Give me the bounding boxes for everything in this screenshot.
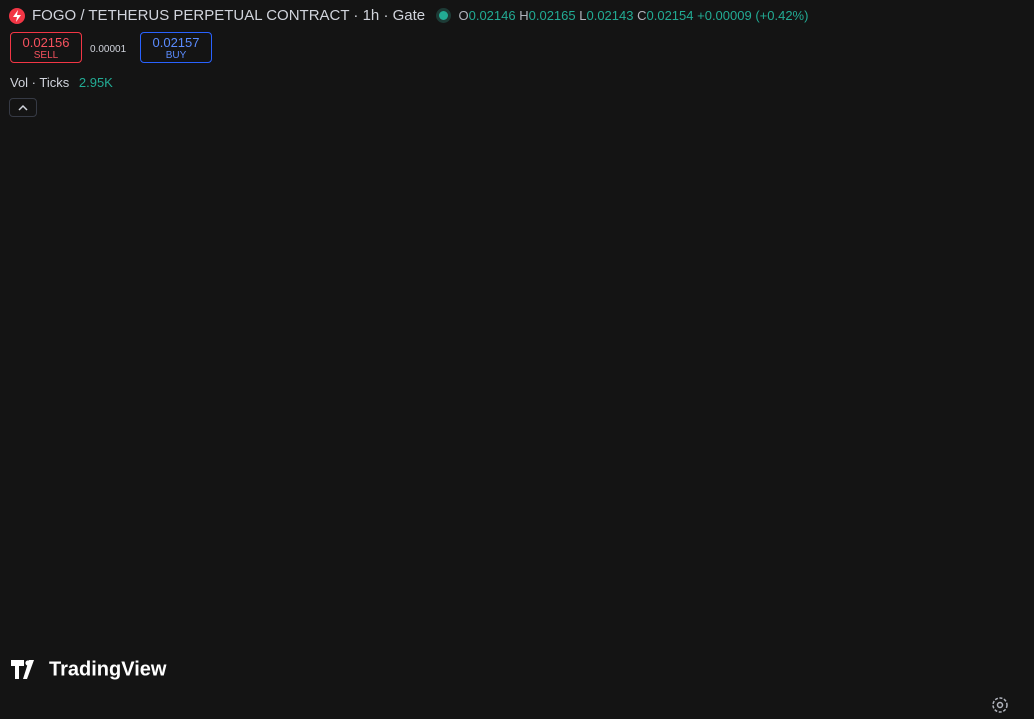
volume-legend: Vol · Ticks 2.95K xyxy=(10,75,113,90)
brand-logo: TradingView xyxy=(11,658,167,680)
settings-icon[interactable] xyxy=(992,697,1008,713)
time-axis-panel xyxy=(0,690,962,719)
change-value: +0.00009 (+0.42%) xyxy=(697,8,809,23)
sell-label: SELL xyxy=(33,50,59,61)
buy-label: BUY xyxy=(165,50,187,61)
buy-button[interactable]: 0.02157 BUY xyxy=(140,32,212,63)
volume-title: Vol · Ticks xyxy=(10,75,70,90)
ohlc-label: L xyxy=(579,8,587,23)
exchange-icon xyxy=(9,8,25,24)
ohlc-label: C xyxy=(637,8,647,23)
buy-price: 0.02157 xyxy=(152,35,200,50)
low-value: 0.02143 xyxy=(586,8,634,23)
volume-value: 2.95K xyxy=(78,75,113,90)
collapse-button[interactable] xyxy=(9,98,37,117)
high-value: 0.02165 xyxy=(528,8,576,23)
close-value: 0.02154 xyxy=(646,8,694,23)
sell-price: 0.02156 xyxy=(22,35,70,50)
sell-button[interactable]: 0.02156 SELL xyxy=(10,32,82,63)
ohlc-label: O xyxy=(458,8,469,23)
brand-text: TradingView xyxy=(49,658,167,680)
spread: 0.00001 xyxy=(90,44,127,55)
symbol-title: FOGO / TETHERUS PERPETUAL CONTRACT · 1h … xyxy=(32,7,426,24)
open-value: 0.02146 xyxy=(468,8,516,23)
ohlc-label: H xyxy=(519,8,529,23)
price-axis-panel xyxy=(962,0,1034,719)
header: FOGO / TETHERUS PERPETUAL CONTRACT · 1h … xyxy=(32,7,808,24)
status-dot xyxy=(439,11,449,20)
chevron-icon xyxy=(18,104,28,111)
